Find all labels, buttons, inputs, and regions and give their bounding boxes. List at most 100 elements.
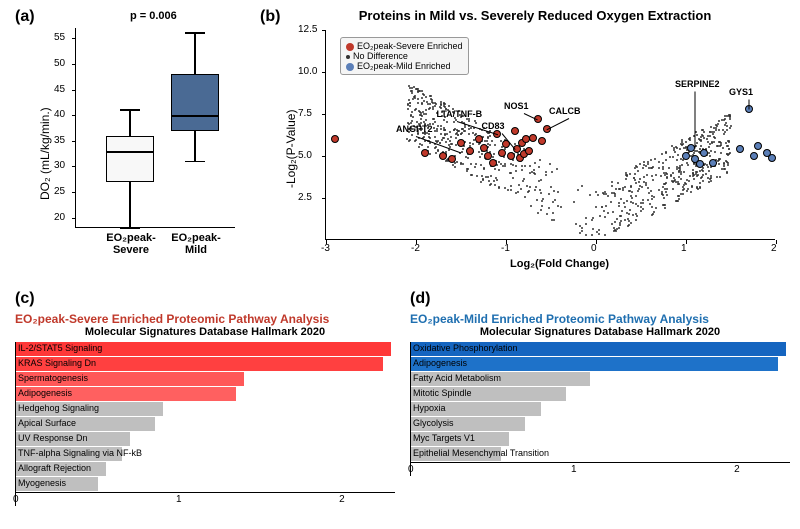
- point-neutral: [549, 163, 551, 165]
- point-neutral: [619, 188, 621, 190]
- point-neutral: [581, 230, 583, 232]
- point-neutral: [615, 188, 617, 190]
- point-neutral: [534, 173, 536, 175]
- point-neutral: [662, 162, 664, 164]
- point-neutral: [411, 90, 413, 92]
- point-neutral: [480, 164, 482, 166]
- point-neutral: [421, 144, 423, 146]
- point-neutral: [421, 103, 423, 105]
- point-severe: [529, 134, 537, 142]
- point-neutral: [409, 105, 411, 107]
- bar-row: Oxidative Phosphorylation: [411, 342, 790, 356]
- point-neutral: [638, 181, 640, 183]
- point-mild: [696, 160, 704, 168]
- point-neutral: [632, 214, 634, 216]
- point-neutral: [630, 185, 632, 187]
- bar-label: Myc Targets V1: [413, 433, 475, 443]
- point-neutral: [464, 130, 466, 132]
- point-neutral: [577, 189, 579, 191]
- point-neutral: [471, 174, 473, 176]
- annotation-label: SERPINE2: [675, 79, 720, 89]
- point-neutral: [662, 168, 664, 170]
- point-neutral: [491, 140, 493, 142]
- point-neutral: [681, 164, 683, 166]
- point-neutral: [538, 166, 540, 168]
- point-neutral: [446, 121, 448, 123]
- point-neutral: [672, 156, 674, 158]
- bar-row: Glycolysis: [411, 417, 790, 431]
- point-neutral: [522, 180, 524, 182]
- point-neutral: [408, 140, 410, 142]
- point-neutral: [605, 205, 607, 207]
- point-neutral: [494, 168, 496, 170]
- point-neutral: [628, 220, 630, 222]
- ytick: 35: [54, 135, 65, 146]
- point-neutral: [718, 129, 720, 131]
- point-neutral: [528, 190, 530, 192]
- point-neutral: [614, 221, 616, 223]
- point-neutral: [453, 129, 455, 131]
- point-neutral: [616, 218, 618, 220]
- bar-row: Apical Surface: [16, 417, 395, 431]
- bar-label: Fatty Acid Metabolism: [413, 373, 501, 383]
- point-neutral: [646, 174, 648, 176]
- point-neutral: [579, 225, 581, 227]
- point-neutral: [725, 122, 727, 124]
- point-neutral: [710, 150, 712, 152]
- point-neutral: [589, 194, 591, 196]
- legend-item: EO₂peak-Mild Enriched: [346, 61, 463, 71]
- bar-label: UV Response Dn: [18, 433, 88, 443]
- point-mild: [687, 144, 695, 152]
- point-neutral: [710, 177, 712, 179]
- point-neutral: [427, 103, 429, 105]
- point-neutral: [696, 134, 698, 136]
- annotation-label: LTA/TNF-B: [437, 109, 483, 119]
- bar-label: Allograft Rejection: [18, 463, 91, 473]
- legend-label: EO₂peak-Severe Enriched: [357, 41, 463, 51]
- point-neutral: [469, 142, 471, 144]
- point-neutral: [688, 180, 690, 182]
- point-neutral: [653, 196, 655, 198]
- point-neutral: [595, 191, 597, 193]
- point-neutral: [680, 173, 682, 175]
- point-neutral: [648, 192, 650, 194]
- point-neutral: [539, 159, 541, 161]
- point-neutral: [702, 180, 704, 182]
- point-neutral: [462, 148, 464, 150]
- point-neutral: [614, 195, 616, 197]
- panel-b-ylabel: -Log₂(P-Value): [284, 110, 298, 188]
- point-neutral: [611, 223, 613, 225]
- bar-row: Adipogenesis: [16, 387, 395, 401]
- point-neutral: [432, 108, 434, 110]
- point-neutral: [470, 163, 472, 165]
- point-neutral: [538, 180, 540, 182]
- point-neutral: [599, 215, 601, 217]
- point-neutral: [551, 171, 553, 173]
- point-neutral: [496, 179, 498, 181]
- point-neutral: [448, 144, 450, 146]
- point-mild: [750, 152, 758, 160]
- bar-label: Myogenesis: [18, 478, 66, 488]
- point-neutral: [707, 135, 709, 137]
- point-severe: [507, 152, 515, 160]
- point-neutral: [489, 184, 491, 186]
- point-neutral: [697, 188, 699, 190]
- point-neutral: [408, 85, 410, 87]
- point-neutral: [729, 115, 731, 117]
- point-neutral: [629, 173, 631, 175]
- point-severe: [331, 135, 339, 143]
- point-neutral: [676, 147, 678, 149]
- bars-d: Oxidative PhosphorylationAdipogenesisFat…: [410, 342, 790, 476]
- point-neutral: [472, 143, 474, 145]
- point-neutral: [642, 167, 644, 169]
- point-neutral: [414, 109, 416, 111]
- point-neutral: [444, 106, 446, 108]
- xtick: -1: [501, 243, 510, 254]
- point-neutral: [556, 168, 558, 170]
- point-neutral: [423, 100, 425, 102]
- point-neutral: [649, 203, 651, 205]
- point-neutral: [642, 202, 644, 204]
- point-neutral: [630, 222, 632, 224]
- bar-row: Myc Targets V1: [411, 432, 790, 446]
- point-neutral: [603, 193, 605, 195]
